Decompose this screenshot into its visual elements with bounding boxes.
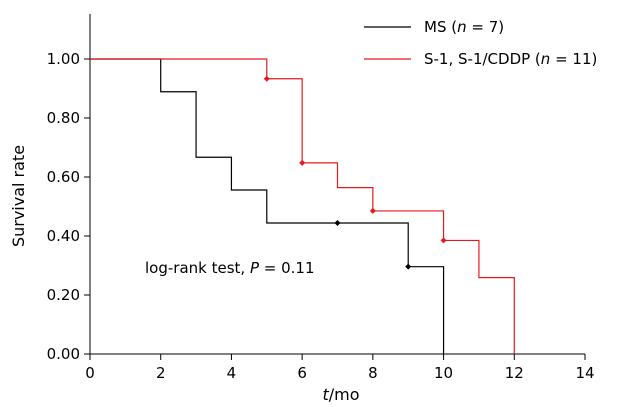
censored-marker [263, 75, 270, 82]
censored-marker [405, 263, 412, 270]
x-axis-var: t [322, 385, 329, 404]
x-tick-label: 6 [297, 364, 307, 382]
series-line [90, 58, 445, 354]
log-rank-annotation: log-rank test, P = 0.11 [145, 259, 315, 277]
series-line [90, 58, 515, 354]
x-axis-unit: /mo [329, 385, 360, 404]
legend-label: MS (n = 7) [424, 18, 504, 36]
series-2 [90, 58, 515, 354]
annotation-suffix: = 0.11 [259, 259, 315, 277]
y-tick-label: 0.00 [47, 345, 80, 363]
y-tick-label: 0.20 [47, 286, 80, 304]
censored-marker [334, 220, 341, 227]
y-tick-label: 1.00 [47, 50, 80, 68]
x-tick-label: 8 [368, 364, 378, 382]
legend-label: S-1, S-1/CDDP (n = 11) [424, 50, 597, 68]
y-tick-label: 0.60 [47, 168, 80, 186]
x-tick-label: 4 [227, 364, 237, 382]
axes: 0 2 4 6 8 10 12 14 0.00 0.20 0.40 0.60 0.80 1.00 [47, 14, 595, 382]
x-axis-title: t/mo [322, 385, 359, 404]
y-tick-label: 0.80 [47, 109, 80, 127]
series-group [90, 58, 515, 354]
annotation-var: P [250, 259, 260, 277]
censored-marker [440, 237, 447, 244]
series-1 [90, 58, 445, 354]
y-axis-title: Survival rate [9, 145, 28, 247]
censored-marker [299, 159, 306, 166]
x-tick-label: 2 [156, 364, 166, 382]
x-tick-label: 12 [505, 364, 524, 382]
legend: MS (n = 7) S-1, S-1/CDDP (n = 11) [364, 18, 597, 68]
censored-marker [369, 207, 376, 214]
x-tick-label: 14 [575, 364, 594, 382]
x-tick-label: 10 [434, 364, 453, 382]
x-tick-label: 0 [85, 364, 95, 382]
annotation-prefix: log-rank test, [145, 259, 250, 277]
y-tick-label: 0.40 [47, 227, 80, 245]
